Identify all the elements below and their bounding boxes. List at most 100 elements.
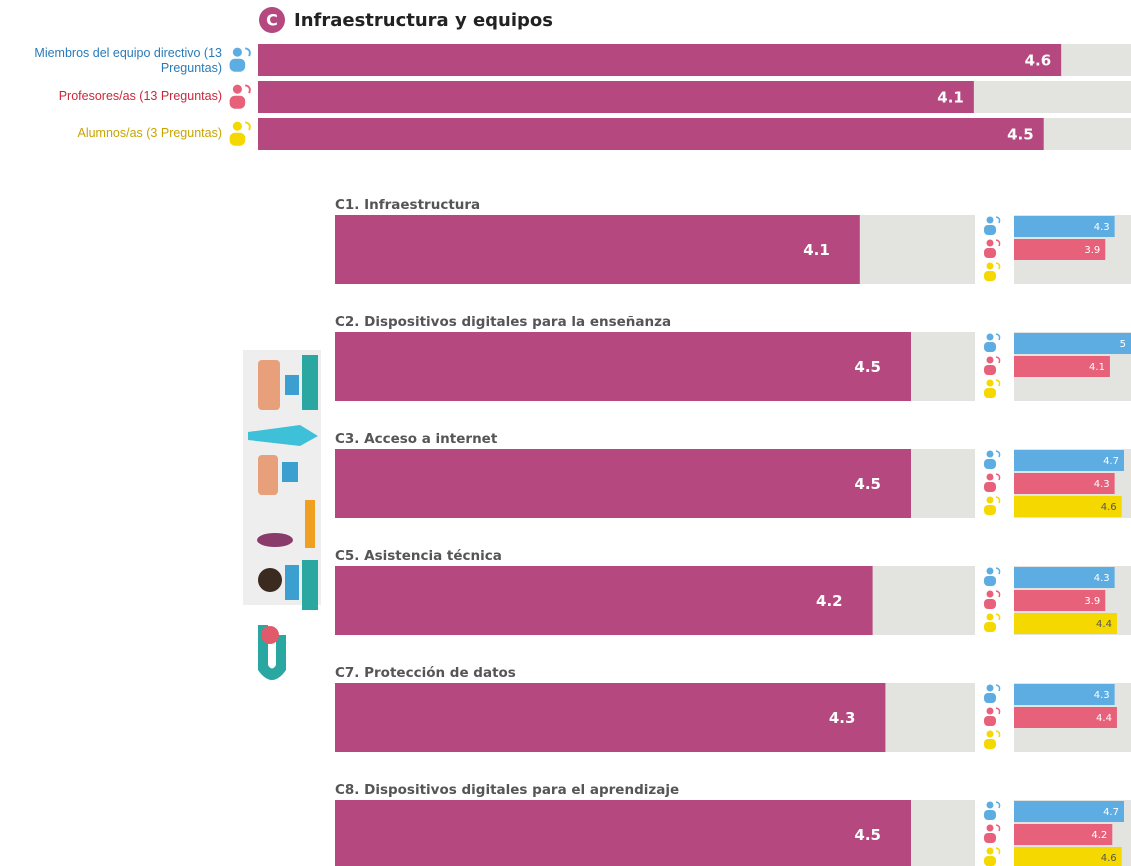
group-value-label: 4.4 <box>1096 619 1112 630</box>
group-value-label: 3.9 <box>1084 596 1100 607</box>
person-icon <box>233 85 242 94</box>
section-title: C5. Asistencia técnica <box>335 548 502 564</box>
person-icon <box>996 497 1000 503</box>
person-icon <box>245 48 250 56</box>
group-value-label: 4.6 <box>1101 502 1117 513</box>
bar <box>335 215 860 284</box>
person-icon <box>996 217 1000 223</box>
person-icon <box>996 685 1000 691</box>
person-icon <box>996 731 1000 737</box>
value-label: 4.5 <box>854 358 881 376</box>
person-icon <box>230 59 246 72</box>
value-label: 4.1 <box>803 241 830 259</box>
person-icon <box>984 833 996 843</box>
group-value-label: 3.9 <box>1084 245 1100 256</box>
group-value-label: 4.4 <box>1096 713 1112 724</box>
person-icon <box>996 451 1000 457</box>
group-value-label: 4.1 <box>1089 362 1105 373</box>
group-value-label: 4.3 <box>1094 479 1110 490</box>
person-icon <box>245 122 250 130</box>
person-icon <box>987 217 994 224</box>
category-label: Alumnos/as (3 Preguntas) <box>0 126 222 141</box>
person-icon <box>984 365 996 375</box>
person-icon <box>987 474 994 481</box>
person-icon <box>233 122 242 131</box>
person-icon <box>996 825 1000 831</box>
group-value-label: 4.7 <box>1103 807 1119 818</box>
person-icon <box>996 591 1000 597</box>
person-icon <box>984 810 996 820</box>
value-label: 4.3 <box>829 709 856 727</box>
person-icon <box>984 856 996 866</box>
person-icon <box>984 482 996 492</box>
person-icon <box>984 693 996 703</box>
person-icon <box>996 614 1000 620</box>
value-label: 4.1 <box>937 89 964 107</box>
value-label: 4.2 <box>816 592 843 610</box>
person-icon <box>984 505 996 515</box>
person-icon <box>996 708 1000 714</box>
bar <box>335 566 873 635</box>
bar <box>335 800 911 866</box>
group-bar <box>1014 333 1131 354</box>
person-icon <box>996 334 1000 340</box>
person-icon <box>996 263 1000 269</box>
person-icon <box>984 388 996 398</box>
badge-letter: C <box>266 11 278 30</box>
person-icon <box>984 622 996 632</box>
person-icon <box>984 271 996 281</box>
person-icon <box>996 240 1000 246</box>
person-icon <box>987 357 994 364</box>
person-icon <box>984 739 996 749</box>
person-icon <box>987 451 994 458</box>
person-icon <box>996 802 1000 808</box>
section-title: C7. Protección de datos <box>335 665 516 681</box>
person-icon <box>996 848 1000 854</box>
group-value-label: 4.7 <box>1103 456 1119 467</box>
person-icon <box>984 342 996 352</box>
person-icon <box>987 708 994 715</box>
bar <box>335 683 885 752</box>
person-icon <box>987 802 994 809</box>
person-icon <box>984 225 996 235</box>
group-value-label: 4.6 <box>1101 853 1117 864</box>
person-icon <box>987 825 994 832</box>
person-icon <box>984 716 996 726</box>
group-value-label: 4.3 <box>1094 222 1110 233</box>
page: C Infraestructura y equipos 4.64.14.5C1.… <box>0 0 1131 866</box>
chart-title: Infraestructura y equipos <box>294 10 553 31</box>
category-label: Miembros del equipo directivo (13 Pregun… <box>0 46 222 76</box>
person-icon <box>984 248 996 258</box>
person-icon <box>987 591 994 598</box>
person-icon <box>987 380 994 387</box>
person-icon <box>987 731 994 738</box>
person-icon <box>230 96 246 109</box>
person-icon <box>996 568 1000 574</box>
person-icon <box>996 380 1000 386</box>
person-icon <box>987 568 994 575</box>
value-label: 4.5 <box>854 475 881 493</box>
person-icon <box>984 599 996 609</box>
person-icon <box>984 459 996 469</box>
person-icon <box>987 848 994 855</box>
person-icon <box>996 474 1000 480</box>
bar <box>258 81 974 113</box>
person-icon <box>987 334 994 341</box>
section-title: C3. Acceso a internet <box>335 431 498 447</box>
person-icon <box>984 576 996 586</box>
value-label: 4.5 <box>854 826 881 844</box>
category-label: Profesores/as (13 Preguntas) <box>0 89 222 104</box>
value-label: 4.6 <box>1025 52 1052 70</box>
group-value-label: 5 <box>1120 339 1126 350</box>
section-title: C2. Dispositivos digitales para la enseñ… <box>335 314 671 330</box>
bar <box>258 44 1061 76</box>
group-value-label: 4.3 <box>1094 690 1110 701</box>
bar <box>258 118 1044 150</box>
person-icon <box>996 357 1000 363</box>
value-label: 4.5 <box>1007 126 1034 144</box>
bar <box>335 332 911 401</box>
bar <box>335 449 911 518</box>
person-icon <box>233 48 242 57</box>
group-value-label: 4.2 <box>1091 830 1107 841</box>
person-icon <box>245 85 250 93</box>
